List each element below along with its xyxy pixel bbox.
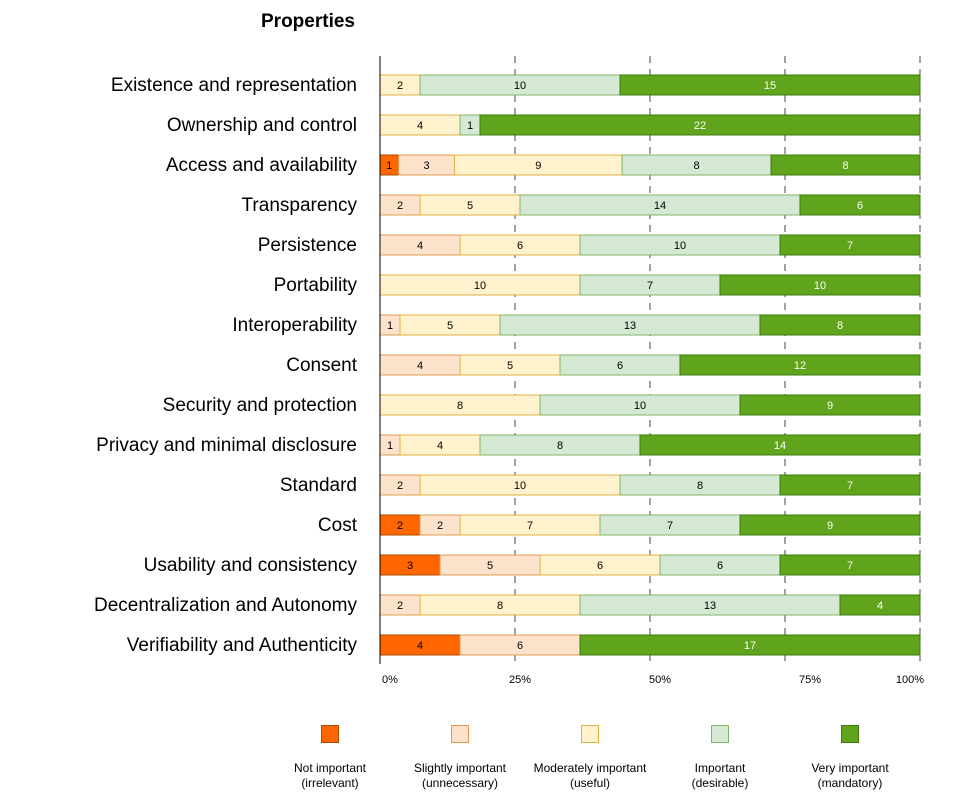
category-label: Existence and representation [111,75,357,96]
data-label: 6 [597,560,603,572]
data-label: 8 [497,600,503,612]
data-label: 5 [487,560,493,572]
category-label: Decentralization and Autonomy [94,595,357,616]
data-label: 14 [654,200,666,212]
data-label: 1 [387,440,393,452]
x-tick-label: 100% [896,674,924,686]
chart-title: Properties [261,11,355,32]
data-label: 12 [794,360,806,372]
data-label: 6 [517,640,523,652]
data-label: 8 [557,440,563,452]
data-label: 8 [697,480,703,492]
x-axis-ticks: 0% 25% 50% 75% 100% [382,674,924,686]
data-label: 9 [827,520,833,532]
data-label: 6 [857,200,863,212]
data-label: 5 [467,200,473,212]
data-label: 1 [467,120,473,132]
data-label: 10 [634,400,646,412]
category-label: Persistence [258,235,357,256]
data-label: 5 [447,320,453,332]
data-label: 10 [674,240,686,252]
x-tick-label: 0% [382,674,398,686]
category-label: Verifiability and Authenticity [127,635,358,656]
data-label: 8 [837,320,843,332]
data-label: 7 [847,480,853,492]
data-label: 1 [386,160,392,172]
data-label: 17 [744,640,756,652]
category-label: Transparency [242,195,358,216]
x-tick-label: 75% [799,674,821,686]
data-label: 10 [474,280,486,292]
data-label: 5 [507,360,513,372]
data-label: 10 [514,80,526,92]
data-label: 2 [437,520,443,532]
data-label: 9 [535,160,541,172]
data-label: 4 [417,120,423,132]
data-label: 10 [814,280,826,292]
category-label: Privacy and minimal disclosure [96,435,357,456]
category-label: Access and availability [166,155,358,176]
data-label: 4 [417,360,423,372]
data-label: 2 [397,520,403,532]
category-label: Portability [274,275,358,296]
category-label: Security and protection [163,395,357,416]
data-label: 8 [457,400,463,412]
data-label: 7 [527,520,533,532]
y-axis-labels: Existence and representation Ownership an… [94,75,358,656]
data-label: 2 [397,80,403,92]
data-label: 2 [397,480,403,492]
bars: 2 10 154 1 221 3 9 8 82 5 14 64 6 10 710 7 101 5 13 84 5 6 128… [380,75,920,655]
data-label: 9 [827,400,833,412]
data-label: 4 [417,640,423,652]
data-label: 13 [704,600,716,612]
data-label: 4 [437,440,443,452]
data-label: 10 [514,480,526,492]
data-label: 15 [764,80,776,92]
x-tick-label: 50% [649,674,671,686]
data-label: 7 [847,560,853,572]
data-label: 7 [647,280,653,292]
x-tick-label: 25% [509,674,531,686]
data-label: 13 [624,320,636,332]
data-label: 6 [717,560,723,572]
data-label: 8 [842,160,848,172]
category-label: Consent [286,355,357,376]
data-label: 2 [397,600,403,612]
data-label: 4 [417,240,423,252]
data-label: 3 [423,160,429,172]
category-label: Usability and consistency [144,555,358,576]
data-label: 8 [693,160,699,172]
data-label: 2 [397,200,403,212]
data-label: 22 [694,120,706,132]
data-label: 6 [617,360,623,372]
data-label: 6 [517,240,523,252]
category-label: Ownership and control [167,115,357,136]
data-label: 1 [387,320,393,332]
data-label: 7 [847,240,853,252]
data-label: 14 [774,440,786,452]
category-label: Standard [280,475,357,496]
data-label: 7 [667,520,673,532]
data-label: 4 [877,600,883,612]
data-label: 3 [407,560,413,572]
category-label: Interoperability [232,315,357,336]
category-label: Cost [318,515,358,536]
